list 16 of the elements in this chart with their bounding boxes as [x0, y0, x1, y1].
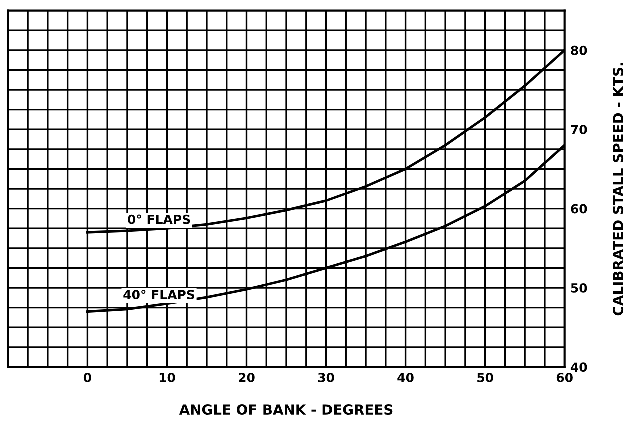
y-tick-label: 70	[571, 125, 588, 135]
x-tick-label: 30	[318, 372, 334, 382]
x-axis-title: ANGLE OF BANK - DEGREES	[179, 404, 393, 416]
x-tick-label: 60	[556, 372, 573, 382]
y-tick-label: 60	[571, 204, 588, 214]
y-tick-label: 40	[570, 362, 588, 372]
x-tick-label: 20	[239, 372, 255, 382]
y-tick-label: 80	[571, 46, 588, 56]
x-tick-label: 10	[160, 372, 176, 382]
series-label: 0° FLAPS	[128, 214, 190, 224]
x-tick-label: 0	[84, 372, 92, 382]
series-label: 40° FLAPS	[124, 290, 195, 300]
x-tick-label: 50	[478, 372, 494, 382]
y-axis-title: CALIBRATED STALL SPEED - KTS.	[613, 63, 624, 316]
y-tick-label: 50	[571, 283, 588, 293]
x-tick-label: 40	[398, 372, 414, 382]
